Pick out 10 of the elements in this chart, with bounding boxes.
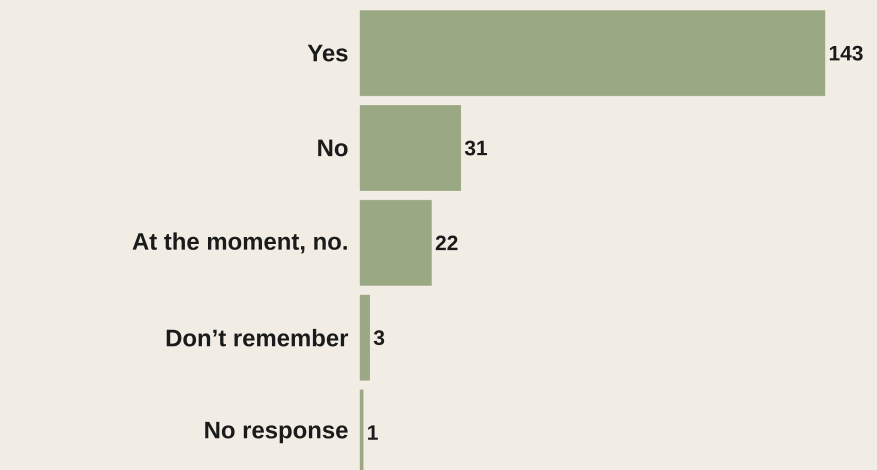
data-label: 1: [368, 425, 378, 440]
y-tick-label: Don’t remember: [166, 328, 348, 346]
data-label: 22: [436, 236, 458, 250]
y-tick-label: No: [318, 140, 348, 156]
y-tick-label: Yes: [308, 44, 348, 62]
data-label: 31: [464, 140, 488, 156]
data-label: 143: [830, 46, 863, 61]
y-tick-label: At the moment, no.: [132, 232, 347, 254]
y-tick-label: No response: [205, 422, 348, 444]
data-label: 3: [374, 330, 384, 346]
